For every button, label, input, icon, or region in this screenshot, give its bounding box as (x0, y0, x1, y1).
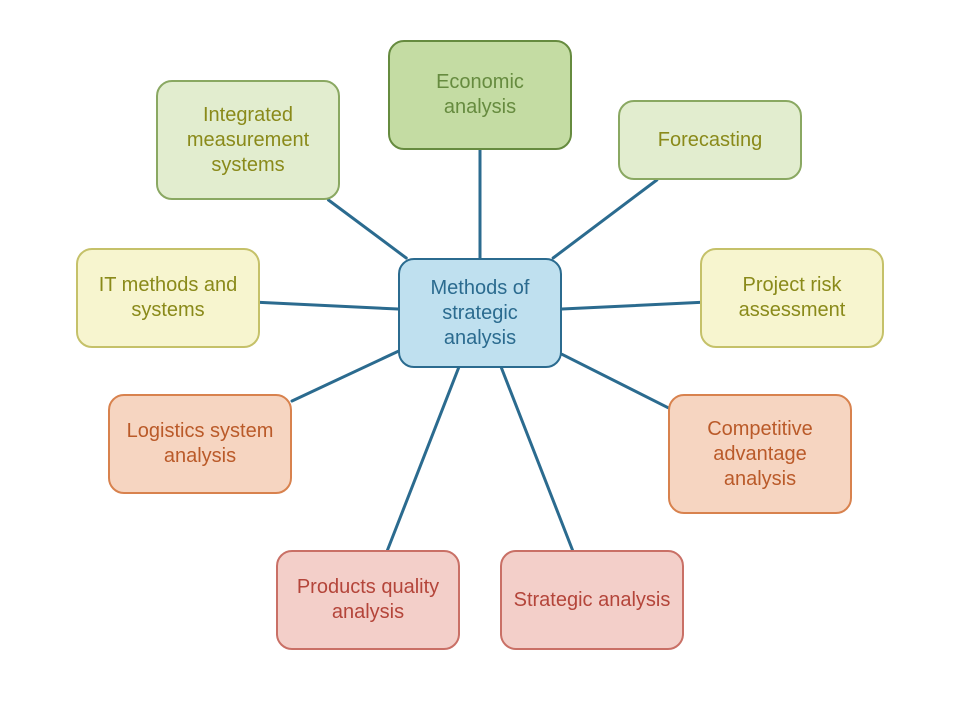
competitive-node: Competitive advantage analysis (668, 394, 852, 514)
edge (553, 180, 657, 258)
project-risk-node: Project risk assessment (700, 248, 884, 348)
it-methods-node: IT methods and systems (76, 248, 260, 348)
it-methods-node-label: IT methods and systems (88, 273, 248, 323)
edge (501, 368, 572, 550)
edge (328, 200, 406, 258)
strategic-node-label: Strategic analysis (514, 588, 671, 613)
products-quality-node-label: Products quality analysis (288, 575, 448, 625)
center-node-label: Methods of strategic analysis (410, 276, 550, 351)
products-quality-node: Products quality analysis (276, 550, 460, 650)
center-node: Methods of strategic analysis (398, 258, 562, 368)
forecasting-node: Forecasting (618, 100, 802, 180)
logistics-node-label: Logistics system analysis (120, 419, 280, 469)
integrated-node: Integrated measurement systems (156, 80, 340, 200)
economic-node: Economic analysis (388, 40, 572, 150)
integrated-node-label: Integrated measurement systems (168, 103, 328, 178)
edge (388, 368, 459, 550)
competitive-node-label: Competitive advantage analysis (680, 417, 840, 492)
forecasting-node-label: Forecasting (658, 128, 763, 153)
diagram-canvas: Methods of strategic analysis Economic a… (0, 0, 960, 720)
edge (260, 302, 398, 309)
project-risk-node-label: Project risk assessment (712, 273, 872, 323)
edge (292, 351, 398, 401)
logistics-node: Logistics system analysis (108, 394, 292, 494)
strategic-node: Strategic analysis (500, 550, 684, 650)
edge (562, 354, 668, 407)
economic-node-label: Economic analysis (400, 70, 560, 120)
edge (562, 302, 700, 309)
